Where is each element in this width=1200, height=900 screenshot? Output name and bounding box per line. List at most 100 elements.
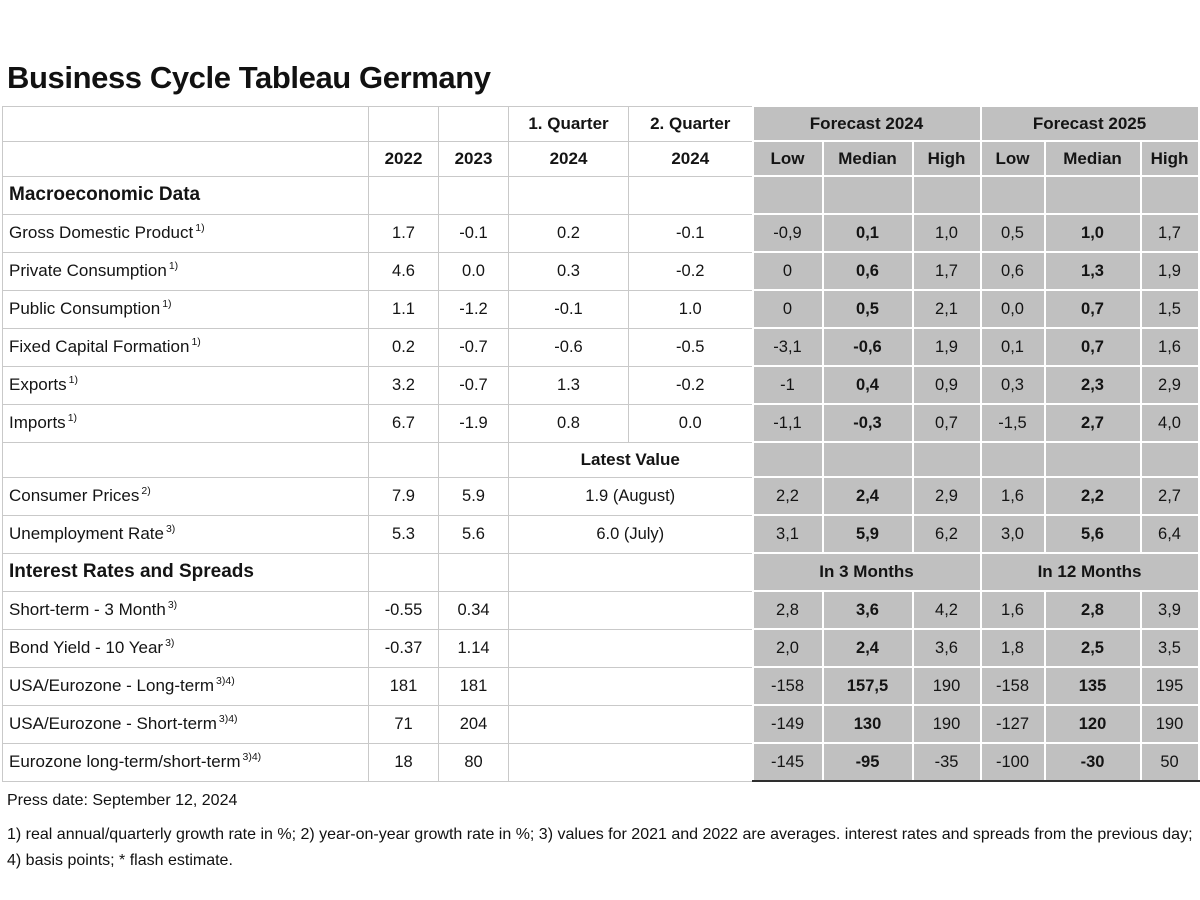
forecast-cell: 0,7 bbox=[911, 403, 982, 443]
forecast-cell: 1,9 bbox=[1139, 251, 1200, 291]
latest-value-cell: 6.0 (July) bbox=[508, 514, 753, 554]
forecast-cell: 0,1 bbox=[979, 327, 1046, 367]
forecast-cell: -1 bbox=[751, 365, 824, 405]
value-cell: 80 bbox=[438, 742, 509, 782]
header-row-2: 2022 2023 2024 2024 Low Median High Low … bbox=[2, 140, 1200, 177]
value-cell: -1.2 bbox=[438, 289, 509, 329]
col-header-f25-high: High bbox=[1139, 140, 1200, 177]
value-cell: 18 bbox=[368, 742, 439, 782]
col-header-f25-low: Low bbox=[979, 140, 1046, 177]
forecast-cell: -127 bbox=[979, 704, 1046, 744]
empty-forecast-cell bbox=[979, 175, 1046, 215]
empty-cell bbox=[508, 175, 629, 215]
forecast-cell-median: 0,5 bbox=[821, 289, 914, 329]
forecast-cell: 0 bbox=[751, 289, 824, 329]
empty-forecast-cell bbox=[911, 175, 982, 215]
row-label: Bond Yield - 10 Year 3) bbox=[2, 628, 369, 668]
value-cell: -1.9 bbox=[438, 403, 509, 443]
forecast-cell-median: 2,3 bbox=[1043, 365, 1142, 405]
value-cell: 1.14 bbox=[438, 628, 509, 668]
empty-forecast-cell bbox=[1043, 175, 1142, 215]
row-label: Imports 1) bbox=[2, 403, 369, 443]
value-cell: 5.9 bbox=[438, 476, 509, 516]
forecast-cell-median: 5,9 bbox=[821, 514, 914, 554]
value-cell: 0.34 bbox=[438, 590, 509, 630]
row-label-text: Gross Domestic Product bbox=[9, 223, 194, 242]
empty-cell bbox=[368, 105, 439, 142]
empty-cell bbox=[508, 666, 753, 706]
table-row-public-consumption: Public Consumption 1) 1.1 -1.2 -0.1 1.0 0… bbox=[2, 289, 1200, 329]
forecast-cell: 0,0 bbox=[979, 289, 1046, 329]
row-label-text: Eurozone long-term/short-term bbox=[9, 752, 241, 771]
business-cycle-table: 1. Quarter 2. Quarter Forecast 2024 Fore… bbox=[2, 105, 1200, 782]
value-cell: 1.0 bbox=[628, 289, 753, 329]
col-header-2022: 2022 bbox=[368, 140, 439, 177]
latest-value-header-row: Latest Value bbox=[2, 441, 1200, 478]
forecast-cell: 0,5 bbox=[979, 213, 1046, 253]
forecast-cell: 2,7 bbox=[1139, 476, 1200, 516]
forecast-cell: 3,0 bbox=[979, 514, 1046, 554]
value-cell: -0.1 bbox=[438, 213, 509, 253]
forecast-cell-median: 0,6 bbox=[821, 251, 914, 291]
empty-forecast-cell bbox=[751, 175, 824, 215]
value-cell: 181 bbox=[438, 666, 509, 706]
forecast-cell: 2,1 bbox=[911, 289, 982, 329]
forecast-cell-median: 130 bbox=[821, 704, 914, 744]
col-header-latest-value: Latest Value bbox=[508, 441, 753, 478]
forecast-cell: 6,4 bbox=[1139, 514, 1200, 554]
empty-cell bbox=[508, 628, 753, 668]
value-cell: -0.1 bbox=[628, 213, 753, 253]
forecast-cell-median: 2,7 bbox=[1043, 403, 1142, 443]
value-cell: 3.2 bbox=[368, 365, 439, 405]
forecast-cell-median: 5,6 bbox=[1043, 514, 1142, 554]
section-row-macro: Macroeconomic Data bbox=[2, 175, 1200, 215]
forecast-cell: 1,8 bbox=[979, 628, 1046, 668]
footnote-marker: 3) bbox=[165, 523, 176, 536]
value-cell: -0.7 bbox=[438, 327, 509, 367]
footnote-marker: 3) bbox=[167, 599, 178, 612]
forecast-cell: -35 bbox=[911, 742, 982, 782]
table-row-consumer-prices: Consumer Prices 2) 7.9 5.9 1.9 (August) 2… bbox=[2, 476, 1200, 516]
row-label-text: Exports bbox=[9, 375, 67, 394]
table-row-private-consumption: Private Consumption 1) 4.6 0.0 0.3 -0.2 0… bbox=[2, 251, 1200, 291]
value-cell: -0.2 bbox=[628, 251, 753, 291]
forecast-cell: -158 bbox=[751, 666, 824, 706]
forecast-cell: 1,6 bbox=[1139, 327, 1200, 367]
value-cell: -0.6 bbox=[508, 327, 629, 367]
col-header-q1: 1. Quarter bbox=[508, 105, 629, 142]
forecast-cell: 190 bbox=[911, 666, 982, 706]
forecast-cell-median: -30 bbox=[1043, 742, 1142, 782]
forecast-cell-median: -0,6 bbox=[821, 327, 914, 367]
empty-cell bbox=[438, 552, 509, 592]
row-label: Private Consumption 1) bbox=[2, 251, 369, 291]
table-row-usa-eurozone-short: USA/Eurozone - Short-term 3)4) 71 204 -14… bbox=[2, 704, 1200, 744]
footnote-marker: 1) bbox=[67, 412, 78, 425]
value-cell: 0.8 bbox=[508, 403, 629, 443]
value-cell: 0.0 bbox=[438, 251, 509, 291]
value-cell: 0.0 bbox=[628, 403, 753, 443]
row-label: Public Consumption 1) bbox=[2, 289, 369, 329]
col-header-q2: 2. Quarter bbox=[628, 105, 753, 142]
empty-forecast-cell bbox=[979, 441, 1046, 478]
row-label-text: Unemployment Rate bbox=[9, 524, 164, 543]
table-row-unemployment-rate: Unemployment Rate 3) 5.3 5.6 6.0 (July) 3… bbox=[2, 514, 1200, 554]
forecast-cell-median: -95 bbox=[821, 742, 914, 782]
empty-forecast-cell bbox=[1043, 441, 1142, 478]
empty-cell bbox=[2, 140, 369, 177]
value-cell: 0.3 bbox=[508, 251, 629, 291]
empty-cell bbox=[628, 175, 753, 215]
forecast-cell: 3,1 bbox=[751, 514, 824, 554]
col-header-q1-year: 2024 bbox=[508, 140, 629, 177]
col-header-f24-high: High bbox=[911, 140, 982, 177]
forecast-cell-median: 2,4 bbox=[821, 476, 914, 516]
forecast-cell: 3,9 bbox=[1139, 590, 1200, 630]
value-cell: 4.6 bbox=[368, 251, 439, 291]
empty-cell bbox=[508, 590, 753, 630]
value-cell: 7.9 bbox=[368, 476, 439, 516]
forecast-cell-median: 120 bbox=[1043, 704, 1142, 744]
row-label: USA/Eurozone - Long-term 3)4) bbox=[2, 666, 369, 706]
forecast-cell-median: 1,0 bbox=[1043, 213, 1142, 253]
col-header-forecast-2025: Forecast 2025 bbox=[979, 105, 1200, 142]
table-row-short-term: Short-term - 3 Month 3) -0.55 0.34 2,8 3,… bbox=[2, 590, 1200, 630]
forecast-cell: 0,9 bbox=[911, 365, 982, 405]
